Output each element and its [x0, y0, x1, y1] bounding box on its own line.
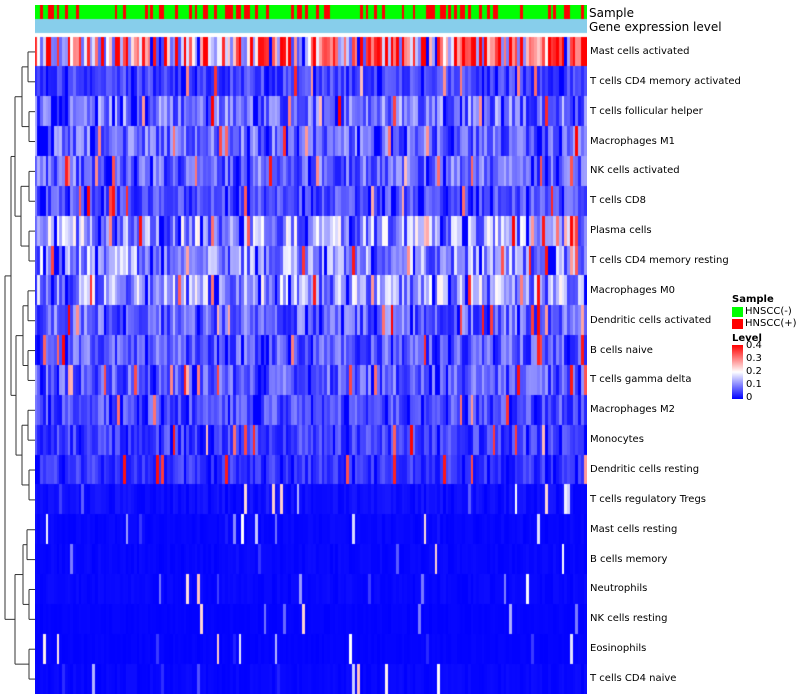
legend-level-tick-3: 0.1 [746, 379, 762, 390]
row-label: Mast cells resting [590, 524, 678, 535]
legend-level-tick-0: 0.4 [746, 340, 762, 351]
row-dendrogram [4, 51, 35, 680]
legend-item-hnscc-neg: HNSCC(-) [732, 306, 797, 318]
row-label: B cells memory [590, 554, 668, 565]
row-label: Dendritic cells activated [590, 315, 712, 326]
row-label: B cells naive [590, 345, 653, 356]
row-label: T cells regulatory Tregs [590, 494, 707, 505]
legend-level: Level 0.4 0.3 0.2 0.1 0 [732, 333, 797, 413]
row-label: Dendritic cells resting [590, 464, 700, 475]
legend-item-hnscc-pos: HNSCC(+) [732, 318, 797, 330]
track-label-expression: Gene expression level [589, 20, 722, 34]
legend-level-tick-4: 0 [746, 392, 753, 403]
row-label: Monocytes [590, 434, 644, 445]
legend-level-colorbar [732, 345, 743, 399]
row-label: Eosinophils [590, 643, 647, 654]
row-label: Macrophages M2 [590, 404, 675, 415]
legend: Sample HNSCC(-) HNSCC(+) Level 0.4 0.3 0… [732, 294, 797, 413]
row-label: T cells CD8 [590, 195, 646, 206]
legend-label-hnscc-neg: HNSCC(-) [745, 306, 792, 317]
legend-label-hnscc-pos: HNSCC(+) [745, 318, 797, 329]
row-label: T cells CD4 naive [590, 673, 677, 684]
legend-level-tick-2: 0.2 [746, 366, 762, 377]
legend-swatch-hnscc-neg [732, 307, 743, 317]
row-label: Plasma cells [590, 225, 652, 236]
row-label: NK cells resting [590, 613, 668, 624]
legend-level-tick-1: 0.3 [746, 353, 762, 364]
legend-level-title: Level [732, 333, 762, 344]
row-label: Macrophages M0 [590, 285, 675, 296]
row-label: Neutrophils [590, 583, 648, 594]
row-label: T cells CD4 memory activated [590, 76, 741, 87]
legend-swatch-hnscc-pos [732, 319, 743, 329]
track-label-sample: Sample [589, 6, 634, 20]
row-label: T cells gamma delta [590, 374, 692, 385]
heatmap-grid [35, 5, 587, 694]
row-label: T cells CD4 memory resting [590, 255, 729, 266]
row-label: NK cells activated [590, 165, 680, 176]
row-label: T cells follicular helper [590, 106, 703, 117]
row-label: Macrophages M1 [590, 136, 675, 147]
row-label: Mast cells activated [590, 46, 690, 57]
legend-sample-title: Sample [732, 294, 774, 305]
